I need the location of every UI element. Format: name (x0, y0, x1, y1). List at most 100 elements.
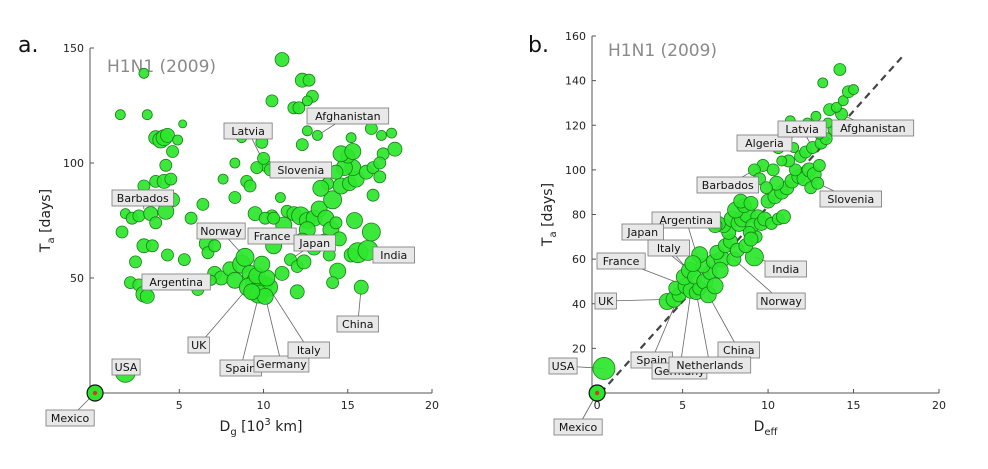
data-point (178, 119, 188, 129)
y-tick-label: 150 (63, 42, 84, 55)
x-tick-label: 20 (425, 399, 439, 412)
annotation-label: Argentina (149, 276, 203, 289)
annotation-box (651, 211, 721, 229)
x-tick-label: 15 (847, 399, 861, 412)
x-axis-label: Deff (754, 419, 779, 438)
data-point (812, 159, 826, 172)
panel-a: a. H1N1 (2009) 5 10 15 20 50 100 150 Dg [103 km] T… (18, 33, 439, 438)
annotation-box (696, 176, 759, 194)
data-point (831, 102, 842, 113)
y-axis-label: Ta [days] (38, 189, 57, 253)
data-point (776, 209, 791, 225)
origin-dot (92, 390, 98, 396)
data-point (184, 211, 198, 225)
annotation-box (621, 223, 664, 241)
data-point (295, 138, 309, 152)
annotation-label: India (380, 249, 407, 262)
panel-b: b. H1N1 (2009) 0 5 10 15 20 20 40 60 80 100 120 140 16… (528, 30, 946, 438)
annotation-label: Spain (225, 362, 256, 375)
data-point (386, 127, 397, 139)
annotation-label: Mexico (559, 421, 598, 434)
annotation-box (141, 273, 211, 291)
x-tick-label: 15 (341, 399, 355, 412)
data-point (129, 255, 142, 269)
annotation-box (756, 292, 806, 310)
data-point (353, 279, 369, 295)
data-point (114, 109, 126, 121)
annotation-box (306, 107, 390, 125)
annotation-label: Germany (256, 358, 307, 371)
data-point (817, 77, 829, 89)
annotation-box (223, 122, 273, 140)
data-point (217, 173, 229, 185)
data-point (292, 101, 306, 115)
annotation-label: Slovenia (277, 164, 324, 177)
data-point (592, 357, 616, 380)
leader-line (198, 286, 249, 346)
data-point (161, 248, 174, 262)
annotation-box (187, 336, 210, 354)
data-point (743, 195, 759, 211)
annotation-label: USA (552, 360, 575, 373)
annotation-box (596, 252, 646, 270)
leader-line (695, 292, 711, 366)
data-point (789, 163, 802, 177)
data-point (706, 277, 724, 295)
annotation-label: Afghanistan (315, 110, 381, 123)
data-point (366, 188, 380, 202)
x-tick-label: 5 (679, 399, 686, 412)
data-point (243, 179, 257, 193)
annotation-box (831, 119, 915, 137)
annotation-box (111, 358, 141, 376)
data-point (711, 261, 729, 279)
annotation-box (777, 120, 827, 138)
annotation-label: India (772, 263, 799, 276)
data-point (115, 225, 129, 239)
annotation-box (45, 409, 95, 427)
data-point (744, 247, 764, 267)
data-point (139, 288, 155, 304)
data-point (267, 211, 281, 225)
annotation-label: Mexico (51, 412, 90, 425)
annotation-box (819, 190, 882, 208)
data-point (301, 95, 313, 107)
annotation-box (287, 341, 330, 359)
fit-line (599, 53, 906, 394)
data-point (312, 179, 330, 197)
data-point (766, 163, 780, 177)
data-point (301, 125, 313, 137)
x-tick-label: 0 (594, 399, 601, 412)
data-point (833, 63, 847, 76)
annotation-label: Norway (200, 225, 242, 238)
annotation-box (196, 222, 246, 240)
y-tick-label: 80 (572, 209, 586, 222)
data-point (160, 127, 175, 143)
panel-label: a. (18, 33, 38, 58)
annotation-box (548, 357, 578, 375)
data-point (265, 94, 279, 108)
data-point (344, 143, 362, 160)
leader-line (264, 296, 282, 365)
annotation-label: UK (598, 295, 614, 308)
annotation-box (293, 234, 336, 252)
annotation-label: Norway (760, 295, 802, 308)
data-point (312, 129, 323, 141)
data-point (837, 95, 849, 107)
annotation-label: France (254, 230, 291, 243)
x-tick-label: 10 (761, 399, 775, 412)
annotation-box (764, 260, 807, 278)
data-point (743, 231, 759, 247)
chart-title: H1N1 (2009) (608, 41, 717, 61)
annotations: Mexico USA Barbados Argentina Latvia Slovenia… (45, 107, 415, 427)
annotation-box (553, 418, 603, 436)
data-point (848, 84, 859, 95)
data-point (811, 176, 825, 190)
x-axis-label: Dg [103 km] (220, 417, 303, 438)
data-point (164, 172, 178, 186)
data-point (345, 132, 357, 144)
data-point (235, 247, 255, 267)
y-tick-label: 100 (63, 157, 84, 170)
annotation-label: Japan (626, 226, 658, 239)
annotation-label: USA (115, 361, 138, 374)
data-point (196, 197, 210, 211)
